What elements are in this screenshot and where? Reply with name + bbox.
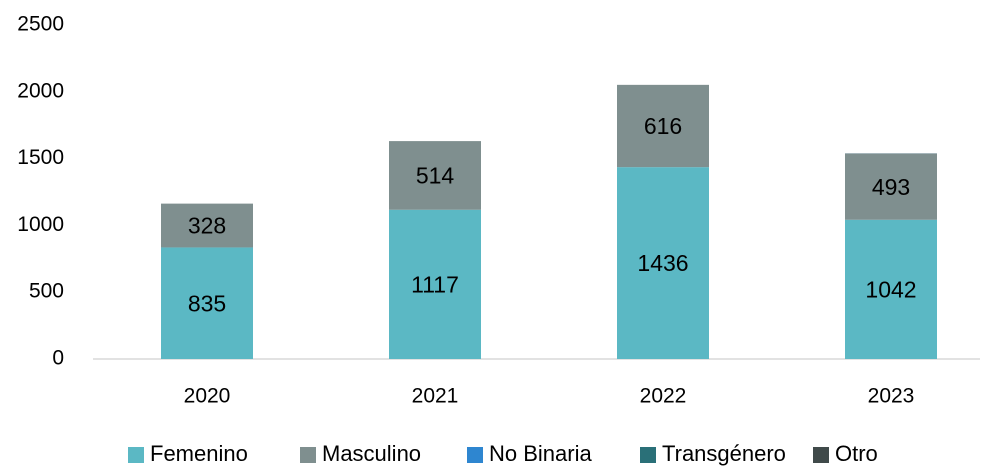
legend-swatch: [128, 447, 144, 463]
legend-swatch: [467, 447, 483, 463]
legend-label: No Binaria: [489, 441, 592, 466]
data-label: 1117: [411, 271, 459, 297]
legend-label: Masculino: [322, 441, 421, 466]
x-tick-label: 2022: [640, 385, 687, 408]
x-tick-label: 2023: [868, 385, 915, 408]
data-label: 514: [416, 163, 455, 189]
legend-label: Femenino: [150, 441, 248, 466]
data-label: 616: [644, 113, 682, 139]
y-tick-label: 1500: [17, 146, 64, 169]
data-label: 1042: [865, 276, 916, 302]
legend-swatch: [813, 447, 829, 463]
y-tick-label: 500: [29, 280, 64, 303]
x-tick-label: 2021: [412, 385, 459, 408]
data-label: 493: [872, 174, 910, 200]
y-tick-label: 2500: [17, 13, 64, 36]
y-tick-label: 1000: [17, 213, 64, 236]
legend-label: Otro: [835, 441, 878, 466]
data-label: 835: [188, 290, 226, 316]
y-tick-label: 0: [52, 347, 64, 370]
x-tick-label: 2020: [184, 385, 231, 408]
legend-swatch: [640, 447, 656, 463]
data-label: 328: [188, 213, 226, 239]
legend-swatch: [300, 447, 316, 463]
data-label: 1436: [637, 250, 688, 276]
legend-label: Transgénero: [662, 441, 786, 466]
y-tick-label: 2000: [17, 79, 64, 102]
